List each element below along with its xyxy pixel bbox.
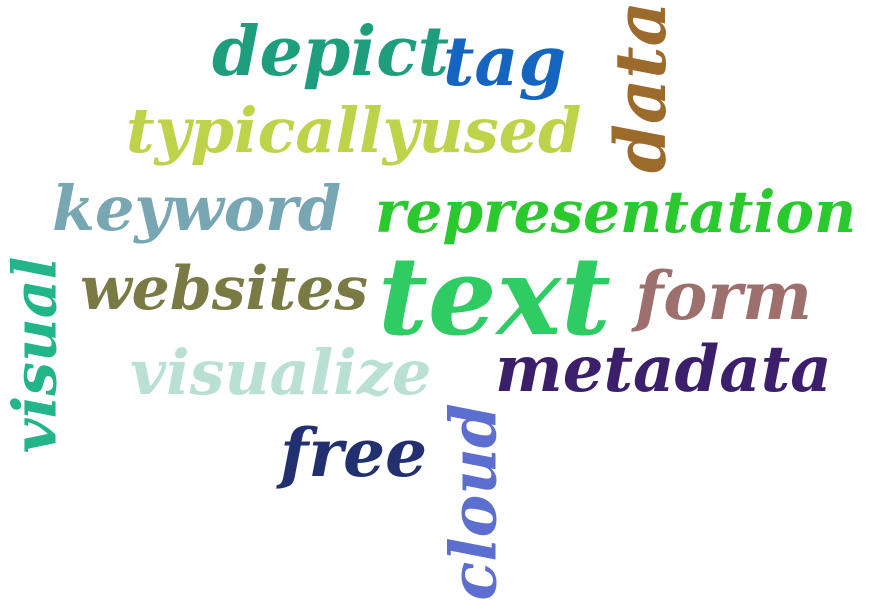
word-visualize: visualize xyxy=(130,336,432,409)
word-text: text xyxy=(378,234,611,360)
word-websites: websites xyxy=(80,254,369,324)
word-metadata: metadata xyxy=(495,332,832,407)
word-form: form xyxy=(635,257,813,335)
word-cloud: cloud xyxy=(436,403,512,601)
word-visual: visual xyxy=(0,256,71,454)
word-data: data xyxy=(599,1,682,173)
word-keyword: keyword xyxy=(52,172,342,245)
word-representation: representation xyxy=(375,178,857,246)
word-depict: depict xyxy=(212,12,450,92)
word-tag: tag xyxy=(443,22,567,102)
word-free: free xyxy=(280,414,428,492)
word-typicallyused: typicallyused xyxy=(126,94,582,167)
